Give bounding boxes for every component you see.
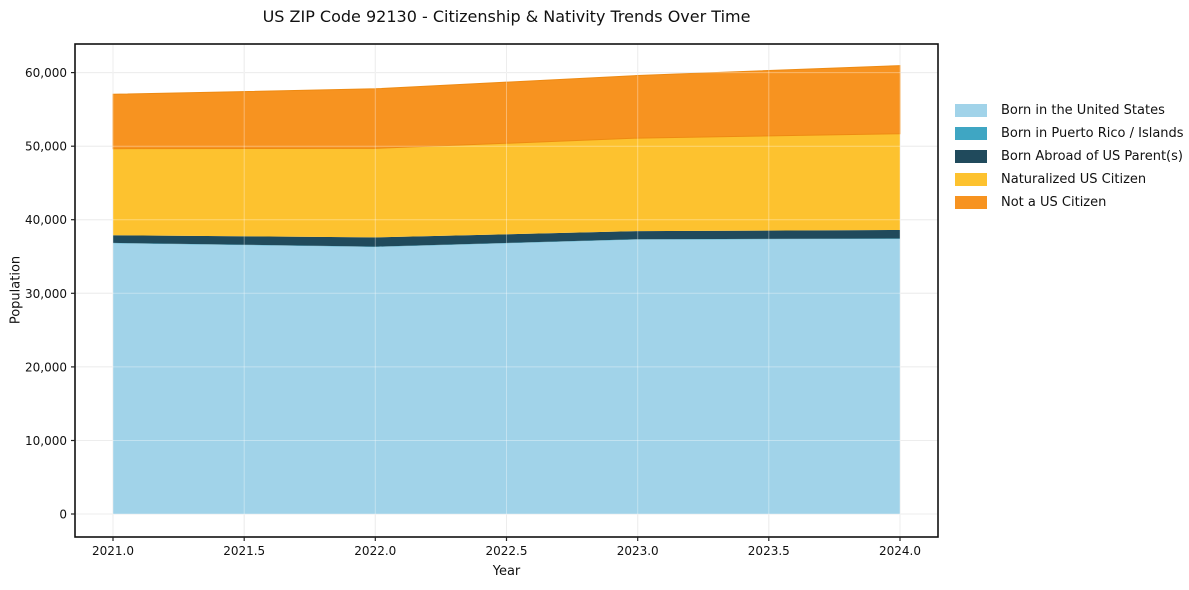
y-tick-label: 40,000 bbox=[25, 213, 67, 227]
y-tick-label: 60,000 bbox=[25, 66, 67, 80]
y-tick-label: 10,000 bbox=[25, 434, 67, 448]
x-tick-label: 2023.0 bbox=[617, 544, 659, 558]
y-tick-label: 30,000 bbox=[25, 287, 67, 301]
legend-swatch bbox=[955, 172, 987, 186]
legend-label: Naturalized US Citizen bbox=[1001, 171, 1147, 187]
area-layer bbox=[112, 65, 901, 514]
x-tick-label: 2021.0 bbox=[92, 544, 134, 558]
legend-item: Naturalized US Citizen bbox=[955, 171, 1184, 187]
area-series-0 bbox=[113, 238, 900, 514]
area-series-3 bbox=[113, 133, 900, 238]
x-axis-label: Year bbox=[492, 564, 521, 579]
tick-layer: 2021.0 2021.5 2022.0 2022.5 2023.0 2023.5 2024… bbox=[25, 66, 921, 558]
legend-item: Born in Puerto Rico / Islands bbox=[955, 125, 1184, 141]
legend-label: Born in the United States bbox=[1001, 102, 1165, 118]
y-tick-label: 50,000 bbox=[25, 140, 67, 154]
y-tick-label: 0 bbox=[59, 508, 67, 522]
legend-label: Born Abroad of US Parent(s) bbox=[1001, 148, 1183, 164]
legend-item: Not a US Citizen bbox=[955, 194, 1184, 210]
x-tick-label: 2023.5 bbox=[748, 544, 790, 558]
legend-label: Born in Puerto Rico / Islands bbox=[1001, 125, 1184, 141]
grid-over-layer bbox=[75, 44, 938, 537]
legend-swatch bbox=[955, 149, 987, 163]
y-tick-label: 20,000 bbox=[25, 360, 67, 374]
legend-item: Born Abroad of US Parent(s) bbox=[955, 148, 1184, 164]
chart-title: US ZIP Code 92130 - Citizenship & Nativi… bbox=[262, 7, 751, 26]
x-tick-label: 2021.5 bbox=[223, 544, 265, 558]
area-series-2 bbox=[113, 230, 900, 247]
legend-swatch bbox=[955, 103, 987, 117]
x-tick-label: 2022.5 bbox=[486, 544, 528, 558]
legend-item: Born in the United States bbox=[955, 102, 1184, 118]
area-series-4 bbox=[112, 65, 901, 150]
legend-swatch bbox=[955, 126, 987, 140]
legend: Born in the United States Born in Puerto … bbox=[955, 103, 1184, 218]
legend-label: Not a US Citizen bbox=[1001, 194, 1107, 210]
x-tick-label: 2022.0 bbox=[354, 544, 396, 558]
legend-swatch bbox=[955, 195, 987, 209]
x-tick-label: 2024.0 bbox=[879, 544, 921, 558]
